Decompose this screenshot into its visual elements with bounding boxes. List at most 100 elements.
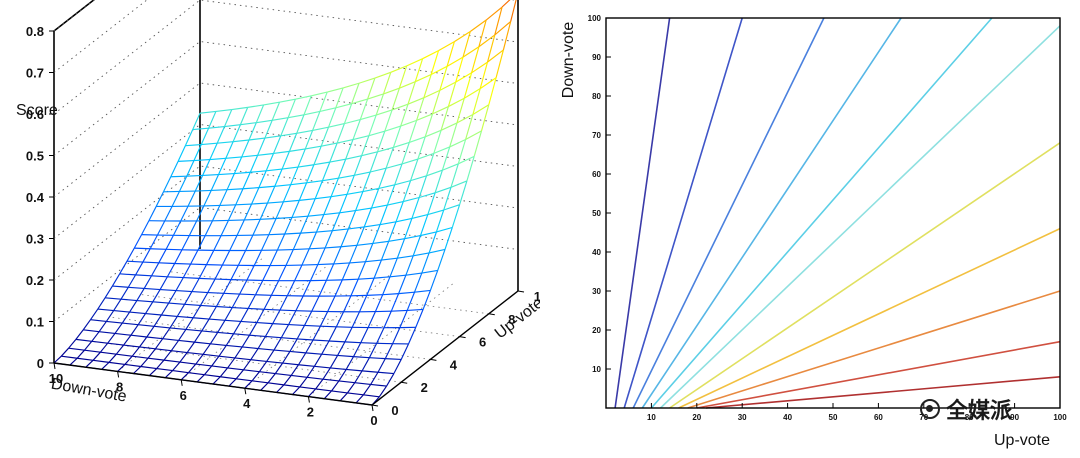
- surface-mesh-line: [410, 175, 427, 182]
- y-tick-label: 90: [592, 53, 601, 62]
- surface-mesh-line: [315, 378, 324, 390]
- contour-line: [650, 17, 993, 409]
- y-axis-label: Up-vote: [492, 294, 540, 342]
- surface-mesh-line: [194, 330, 203, 343]
- surface-mesh-line: [200, 304, 217, 308]
- surface-mesh-line: [246, 265, 255, 281]
- surface-mesh-line: [322, 367, 331, 380]
- surface-mesh-line: [84, 349, 101, 353]
- surface-mesh-line: [299, 376, 308, 388]
- surface-mesh-line: [254, 280, 264, 296]
- y-tick-label: 50: [592, 209, 601, 218]
- surface-mesh-line: [272, 135, 282, 154]
- surface-mesh-line: [466, 156, 475, 182]
- surface-mesh-line: [250, 170, 267, 173]
- surface-mesh-line: [267, 382, 284, 386]
- surface-mesh-line: [311, 91, 328, 97]
- surface-mesh-line: [170, 161, 179, 178]
- surface-mesh-line: [331, 212, 341, 231]
- surface-mesh-line: [426, 169, 443, 177]
- surface-mesh-line: [126, 260, 143, 263]
- surface-mesh-line: [274, 184, 291, 187]
- surface-mesh-line: [278, 265, 287, 281]
- surface-mesh-line: [97, 308, 114, 312]
- surface-mesh-line: [276, 216, 293, 220]
- circle-logo-icon: [920, 399, 940, 419]
- surface-mesh-line: [127, 274, 137, 288]
- surface-mesh-line: [345, 356, 354, 370]
- surface-mesh-line: [494, 21, 512, 36]
- surface-mesh-line: [465, 114, 474, 140]
- surface-mesh-line: [185, 143, 202, 147]
- surface-mesh-line: [198, 264, 208, 279]
- surface-mesh-line: [124, 355, 133, 365]
- surface-mesh-line: [356, 242, 373, 246]
- surface-mesh-line: [446, 41, 455, 67]
- surface-mesh-line: [399, 310, 408, 328]
- surface-mesh-line: [339, 194, 348, 213]
- surface-mesh-line: [311, 295, 320, 312]
- surface-mesh-line: [312, 325, 321, 341]
- surface-mesh-line: [449, 138, 466, 148]
- surface-mesh-line: [249, 334, 266, 338]
- surface-mesh-line: [334, 279, 343, 297]
- surface-mesh-line: [242, 346, 259, 350]
- surface-mesh-line: [320, 325, 337, 328]
- surface-mesh-line: [264, 323, 274, 337]
- surface-mesh-line: [302, 280, 312, 297]
- x-tick-mark: [117, 371, 120, 378]
- surface-mesh-line: [439, 66, 448, 91]
- surface-mesh-line: [444, 227, 453, 250]
- surface-mesh-line: [328, 340, 345, 343]
- surface-mesh-line: [363, 207, 373, 228]
- surface-mesh-line: [202, 343, 211, 355]
- surface-mesh-line: [316, 230, 333, 233]
- surface-mesh-line: [239, 107, 249, 125]
- surface-mesh-line: [255, 104, 265, 123]
- x-tick-label: 4: [243, 396, 251, 411]
- surface-mesh-line: [403, 196, 420, 203]
- surface-mesh-line: [381, 257, 398, 261]
- surface-mesh-line: [211, 189, 228, 192]
- surface-mesh-line: [204, 374, 221, 378]
- surface-mesh-line: [479, 77, 497, 90]
- surface-mesh-line: [425, 153, 435, 176]
- surface-mesh-line: [416, 97, 425, 121]
- surface-mesh-line: [465, 130, 482, 141]
- surface-mesh-line: [295, 310, 312, 312]
- surface-mesh-line: [419, 192, 436, 199]
- surface-mesh-line: [393, 141, 410, 149]
- surface-mesh-line: [282, 362, 299, 366]
- surface-mesh-line: [286, 280, 296, 296]
- surface-mesh-line: [186, 341, 195, 353]
- surface-mesh-line: [390, 65, 407, 73]
- surface-mesh-line: [274, 362, 284, 374]
- surface-mesh-line: [245, 234, 254, 251]
- surface-mesh-line: [241, 139, 250, 158]
- surface-mesh-line: [256, 119, 273, 124]
- x-tick-label: 20: [692, 413, 701, 422]
- surface-mesh-line: [211, 355, 220, 367]
- surface-mesh-line: [209, 332, 219, 345]
- surface-mesh-line: [132, 355, 149, 359]
- surface-mesh-line: [376, 327, 385, 344]
- surface-mesh-line: [357, 261, 367, 280]
- surface-mesh-line: [77, 357, 94, 361]
- surface-mesh-line: [248, 122, 257, 141]
- x-tick-mark: [244, 388, 247, 395]
- surface-mesh-line: [376, 109, 393, 116]
- surface-mesh-line: [195, 363, 212, 367]
- surface-mesh-line: [224, 319, 241, 323]
- surface-mesh-line: [203, 353, 220, 357]
- surface-mesh-line: [299, 198, 316, 201]
- surface-mesh-line: [457, 139, 467, 164]
- surface-mesh-line: [152, 289, 161, 303]
- surface-mesh-line: [313, 146, 322, 165]
- surface-mesh-line: [108, 353, 117, 363]
- surface-mesh-line: [417, 152, 434, 160]
- surface-mesh-line: [317, 263, 334, 266]
- x-tick-label: 50: [829, 413, 838, 422]
- surface-mesh-line: [413, 272, 423, 293]
- surface-mesh-line: [339, 210, 356, 214]
- surface-mesh-line: [362, 370, 379, 373]
